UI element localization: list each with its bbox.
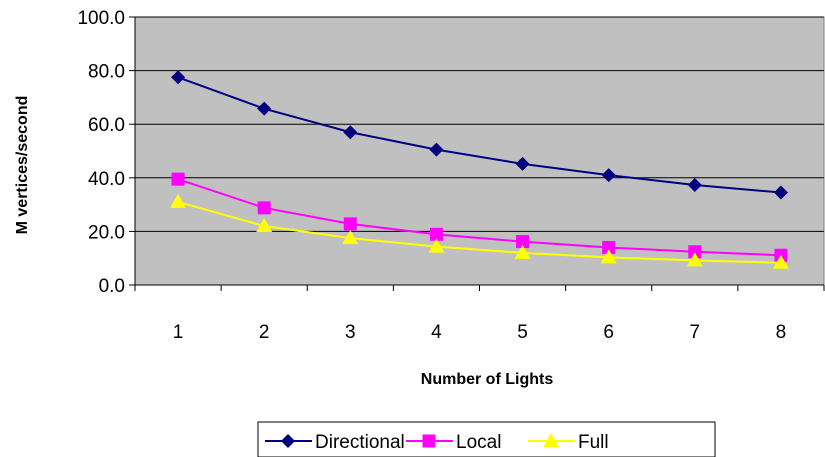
data-point — [429, 142, 444, 157]
data-point — [256, 218, 273, 233]
y-tick-label: 80.0 — [88, 62, 125, 83]
legend-label: Full — [578, 432, 609, 453]
data-point — [514, 244, 531, 259]
data-point — [343, 217, 357, 231]
y-tick-label: 100.0 — [77, 8, 125, 29]
y-axis-title: M vertices/second — [14, 96, 31, 235]
data-point — [773, 185, 788, 200]
x-tick-label: 7 — [690, 322, 701, 343]
x-tick-label: 8 — [776, 322, 787, 343]
x-axis-title: Number of Lights — [421, 371, 554, 388]
x-tick-label: 4 — [431, 322, 442, 343]
data-point — [688, 245, 702, 259]
data-point — [772, 254, 789, 269]
x-tick-labels: 1 2 3 4 5 6 7 8 — [173, 322, 786, 343]
y-tick-label: 60.0 — [88, 115, 125, 136]
data-point — [601, 168, 616, 183]
y-tick-label: 20.0 — [88, 222, 125, 243]
data-point — [602, 240, 616, 254]
legend-entry: Directional — [265, 432, 405, 453]
data-point — [257, 201, 271, 215]
data-point — [687, 178, 702, 193]
data-point — [515, 156, 530, 171]
legend: Directional Local Full — [257, 421, 716, 457]
y-tick-label: 0.0 — [99, 276, 125, 297]
data-point — [516, 235, 530, 249]
legend-marker — [281, 434, 295, 448]
gridlines — [135, 16, 824, 232]
data-point — [600, 249, 617, 264]
axes — [129, 16, 825, 291]
x-tick-label: 5 — [517, 322, 528, 343]
data-point — [171, 70, 186, 85]
x-tick-label: 3 — [345, 322, 356, 343]
y-tick-label: 40.0 — [88, 169, 125, 190]
data-point — [257, 101, 272, 116]
series-group — [170, 70, 789, 269]
series-line — [177, 178, 781, 257]
data-point — [686, 252, 703, 267]
data-point — [170, 193, 187, 208]
series-line — [177, 76, 782, 194]
series-local — [171, 172, 788, 262]
legend-label: Local — [456, 432, 501, 453]
legend-entry: Full — [528, 432, 609, 453]
series-line — [177, 200, 781, 264]
legend-box — [257, 421, 716, 457]
data-point — [428, 238, 445, 253]
y-tick-labels: 0.0 20.0 40.0 60.0 80.0 100.0 — [77, 8, 125, 297]
series-directional — [171, 70, 788, 200]
data-point — [171, 172, 185, 186]
x-tick-label: 2 — [259, 322, 270, 343]
data-point — [343, 125, 358, 140]
x-tick-label: 6 — [603, 322, 614, 343]
plot-area — [134, 16, 825, 286]
legend-label: Directional — [315, 432, 405, 453]
data-point — [429, 227, 443, 241]
legend-marker — [543, 433, 559, 447]
series-full — [170, 193, 789, 269]
legend-marker — [422, 434, 436, 448]
data-point — [342, 230, 359, 245]
x-tick-label: 1 — [173, 322, 184, 343]
legend-entry: Local — [406, 432, 501, 453]
